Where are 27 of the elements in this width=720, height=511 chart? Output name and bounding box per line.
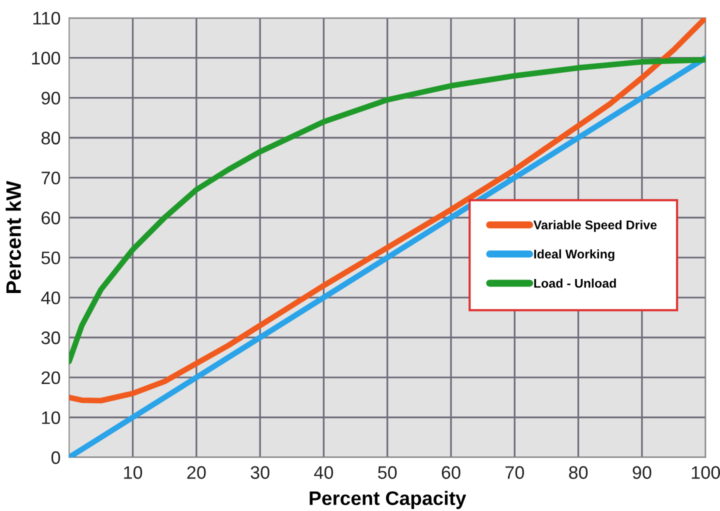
y-tick-label: 60 <box>42 212 60 224</box>
y-axis-title: Percent kW <box>6 180 21 293</box>
y-tick-label: 90 <box>42 92 60 105</box>
y-tick-label: 80 <box>41 132 60 144</box>
y-tick-label: 0 <box>51 451 60 464</box>
x-tick-label: 70 <box>506 466 524 479</box>
x-tick-label: 90 <box>632 466 652 479</box>
x-tick-label: 60 <box>442 466 460 479</box>
legend-label: Ideal Working <box>534 249 614 262</box>
y-tick-label: 110 <box>33 12 60 25</box>
y-tick-label: 20 <box>42 371 60 384</box>
x-tick-label: 50 <box>378 466 397 479</box>
legend-label: Load - Unload <box>534 278 616 288</box>
x-tick-label: 40 <box>314 466 334 479</box>
y-tick-label: 40 <box>41 291 60 304</box>
legend-label: Variable Speed Drive <box>533 220 657 232</box>
y-tick-label: 70 <box>42 172 60 184</box>
y-tick-label: 100 <box>32 52 60 65</box>
y-tick-label: 10 <box>42 411 60 424</box>
y-tick-label: 50 <box>41 252 60 264</box>
x-tick-label: 30 <box>250 466 270 479</box>
x-tick-label: 10 <box>124 466 142 479</box>
x-tick-label: 80 <box>569 466 588 479</box>
y-tick-label: 30 <box>41 331 60 344</box>
x-tick-label: 100 <box>692 466 720 479</box>
x-tick-label: 20 <box>187 466 206 479</box>
x-axis-title: Percent Capacity <box>310 490 466 509</box>
